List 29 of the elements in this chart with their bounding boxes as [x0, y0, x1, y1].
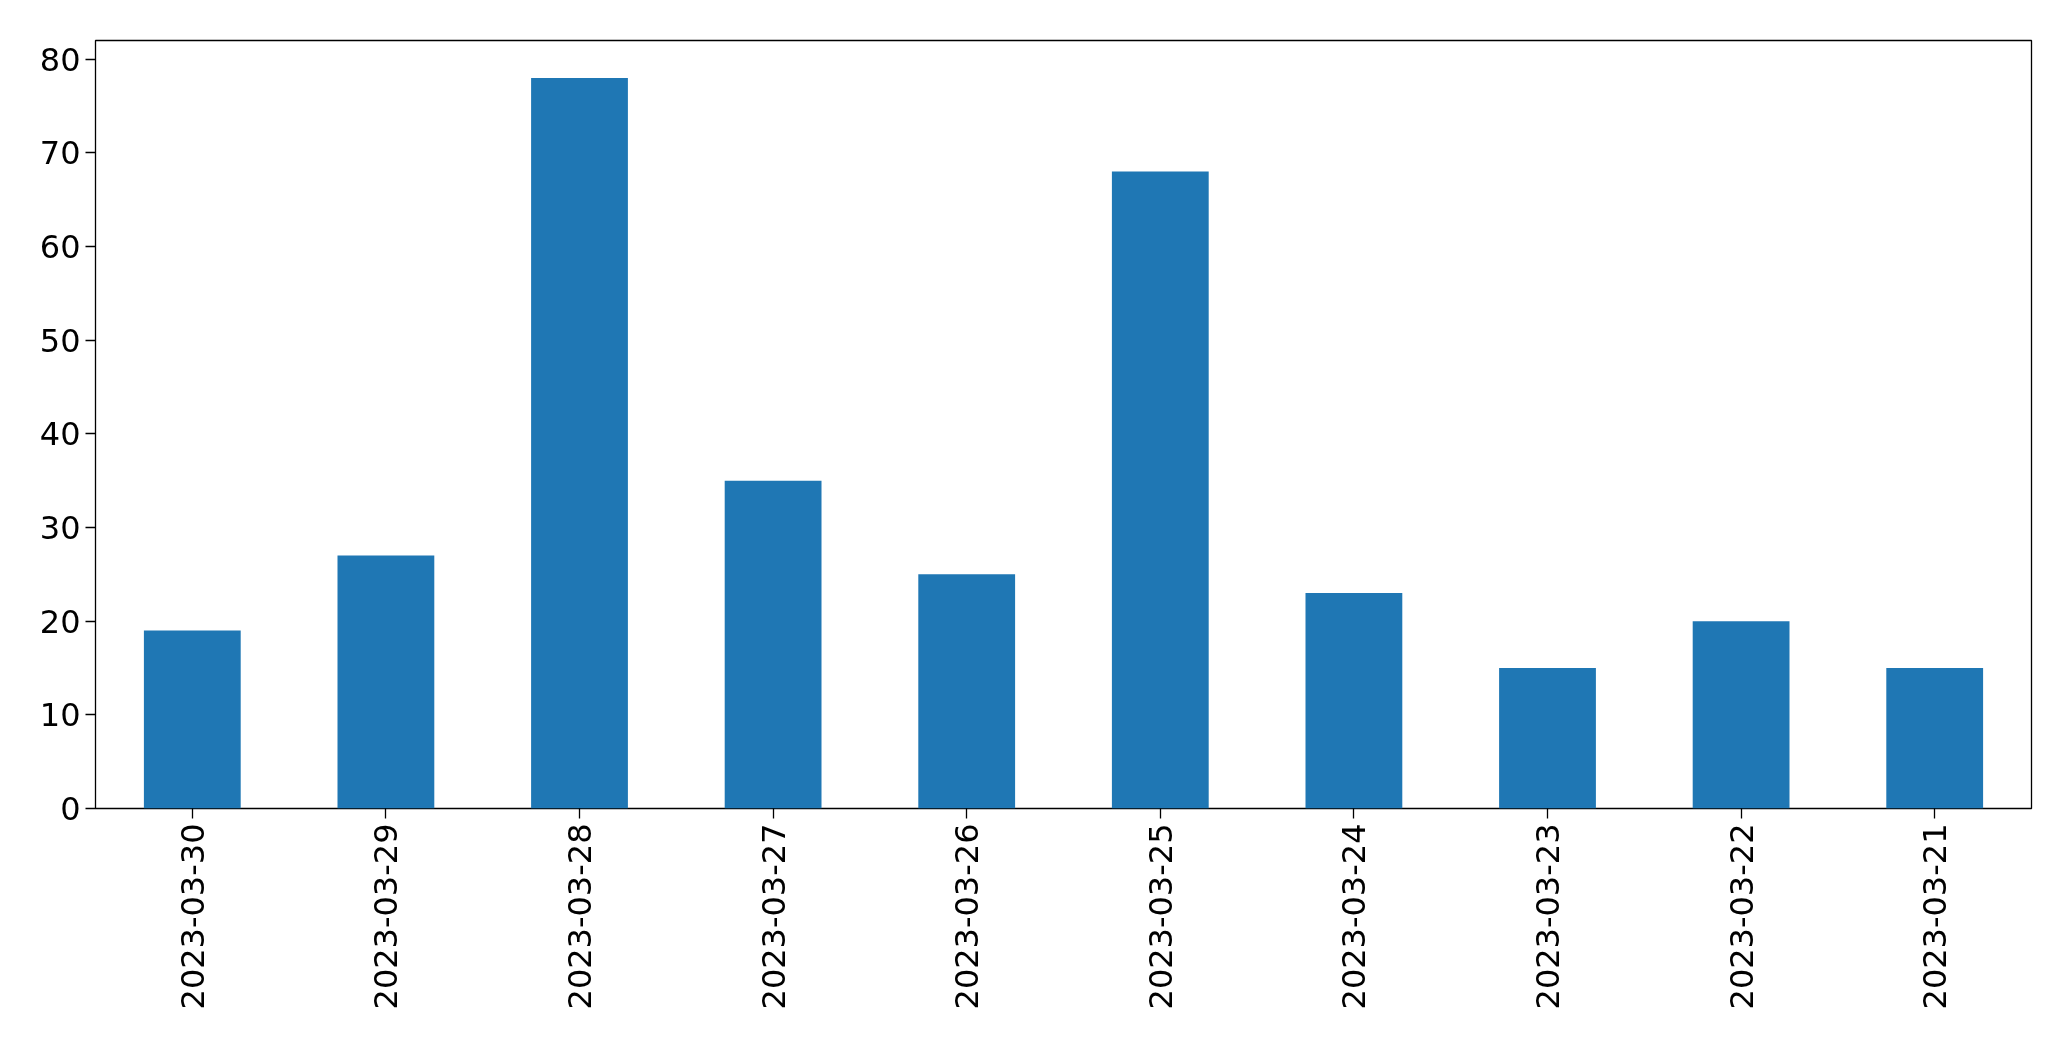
- y-tick-label: 80: [39, 40, 81, 79]
- bar: [1886, 668, 1984, 809]
- x-tick-label: 2023-03-23: [1529, 823, 1567, 1010]
- y-tick-label: 0: [60, 790, 81, 828]
- bar: [1692, 621, 1790, 809]
- x-tick-label: 2023-03-26: [948, 823, 987, 1010]
- y-tick-label: 20: [39, 602, 81, 641]
- x-tick-label: 2023-03-29: [367, 823, 406, 1010]
- x-tick-label: 2023-03-25: [1141, 823, 1180, 1010]
- y-tick-label: 10: [39, 696, 81, 735]
- bar: [337, 555, 435, 809]
- bar: [724, 480, 822, 809]
- x-tick-label: 2023-03-22: [1722, 823, 1761, 1010]
- x-tick-label: 2023-03-30: [173, 823, 212, 1010]
- x-tick-label: 2023-03-28: [561, 823, 599, 1010]
- bar: [1111, 171, 1209, 809]
- bar: [1499, 668, 1596, 809]
- bar: [143, 630, 241, 809]
- x-tick-label: 2023-03-24: [1335, 823, 1374, 1010]
- y-tick-label: 30: [39, 509, 81, 548]
- y-tick-label: 60: [39, 228, 81, 267]
- y-tick-label: 40: [39, 415, 81, 454]
- bar: [1305, 593, 1403, 809]
- bar: [531, 77, 628, 809]
- y-tick-label: 70: [39, 134, 81, 173]
- x-tick-label: 2023-03-21: [1916, 823, 1955, 1010]
- bar: [918, 574, 1016, 809]
- x-tick-label: 2023-03-27: [754, 823, 793, 1010]
- y-tick-label: 50: [39, 321, 81, 360]
